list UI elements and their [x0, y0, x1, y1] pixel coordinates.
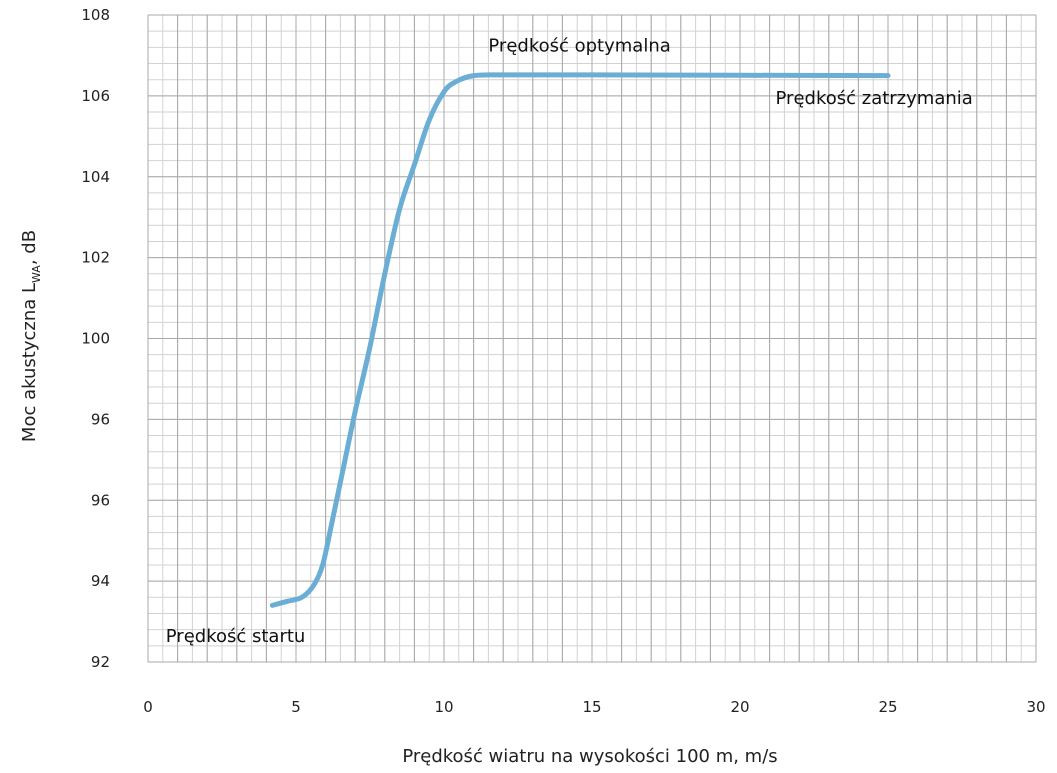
sound-power-curve [269, 72, 891, 608]
y-tick-label: 108 [81, 6, 110, 24]
x-tick-label: 0 [143, 698, 153, 716]
annotations: Prędkość startu Prędkość optymalna Prędkoś… [166, 35, 973, 646]
x-tick-label: 25 [878, 698, 897, 716]
x-tick-label: 20 [730, 698, 749, 716]
y-tick-label: 106 [81, 87, 110, 105]
y-axis-label-main: Moc akustyczna L [19, 283, 40, 442]
x-tick-label: 5 [291, 698, 301, 716]
y-axis-label-tail: , dB [19, 230, 40, 265]
x-tick-label: 30 [1026, 698, 1045, 716]
y-tick-label: 96 [91, 410, 110, 428]
y-tick-labels: 92 94 96 96 100 102 104 106 108 [81, 6, 110, 671]
y-tick-label: 102 [81, 249, 110, 267]
x-tick-labels: 0 5 10 15 20 25 30 [143, 698, 1045, 716]
y-tick-label: 96 [91, 491, 110, 509]
y-axis-label-sub: WA [30, 265, 43, 283]
annotation-label: Prędkość startu [166, 626, 306, 647]
annotation-label: Prędkość optymalna [488, 35, 670, 56]
y-tick-label: 94 [91, 572, 110, 590]
x-tick-label: 10 [434, 698, 453, 716]
y-axis-label: Moc akustyczna LWA, dB [19, 230, 43, 442]
x-axis-label: Prędkość wiatru na wysokości 100 m, m/s [402, 746, 777, 767]
y-tick-label: 100 [81, 330, 110, 348]
y-tick-label: 92 [91, 653, 110, 671]
x-tick-label: 15 [582, 698, 601, 716]
major-grid [147, 14, 1037, 663]
y-tick-label: 104 [81, 168, 110, 186]
annotation-label: Prędkość zatrzymania [776, 88, 973, 109]
